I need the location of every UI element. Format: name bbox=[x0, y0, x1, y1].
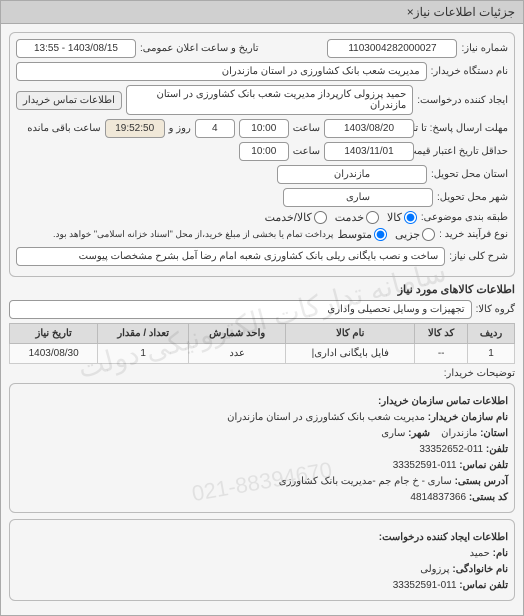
main-fieldset: شماره نیاز: 1103004282000027 تاریخ و ساع… bbox=[9, 32, 515, 277]
cell-date: 1403/08/30 bbox=[10, 344, 98, 364]
category-radio-group: کالا خدمت کالا/خدمت bbox=[265, 211, 417, 224]
public-datetime-field: 1403/08/15 - 13:55 bbox=[16, 39, 136, 58]
requester-field: حمید پرزولی کارپرداز مدیریت شعب بانک کشا… bbox=[126, 85, 413, 115]
desc-field: ساخت و نصب بایگانی ریلی بانک کشاورزی شعب… bbox=[16, 247, 445, 266]
contact-city: ساری bbox=[381, 428, 405, 439]
radio-khedmat-label: خدمت bbox=[335, 211, 364, 224]
cell-idx: 1 bbox=[468, 344, 515, 364]
delivery-city-label: شهر محل تحویل: bbox=[437, 192, 508, 203]
table-header-row: ردیف کد کالا نام کالا واحد شمارش تعداد /… bbox=[10, 324, 515, 344]
contact-title: اطلاعات تماس سازمان خریدار: bbox=[378, 396, 508, 407]
requester-name: حمید bbox=[470, 548, 490, 559]
delivery-province-label: استان محل تحویل: bbox=[431, 169, 508, 180]
contact-province: مازندران bbox=[441, 428, 477, 439]
requester-family-label: نام خانوادگی: bbox=[452, 564, 508, 575]
goods-table: ردیف کد کالا نام کالا واحد شمارش تعداد /… bbox=[9, 323, 515, 364]
goods-section-title: اطلاعات کالاهای مورد نیاز bbox=[9, 283, 515, 296]
need-number-field: 1103004282000027 bbox=[327, 39, 457, 58]
days-field: 4 bbox=[195, 119, 235, 138]
validity-label: حداقل تاریخ اعتبار قیمت: تا تاریخ: bbox=[418, 146, 508, 157]
buy-process-radio-group: جزیی متوسط bbox=[337, 228, 435, 241]
radio-khedmat[interactable]: خدمت bbox=[335, 211, 379, 224]
delivery-city-field: ساری bbox=[283, 188, 433, 207]
window: جزئیات اطلاعات نیاز × سامانه تدارکات الک… bbox=[0, 0, 524, 616]
validity-date-field: 1403/11/01 bbox=[324, 142, 414, 161]
need-number-label: شماره نیاز: bbox=[461, 43, 508, 54]
cell-code: -- bbox=[415, 344, 468, 364]
radio-khedmat-input[interactable] bbox=[366, 211, 379, 224]
cell-qty: 1 bbox=[98, 344, 189, 364]
notes-label: توضیحات خریدار: bbox=[444, 368, 515, 379]
contact-fieldset: اطلاعات تماس سازمان خریدار: نام سازمان خ… bbox=[9, 383, 515, 513]
requester-phone-label: تلفن نماس: bbox=[459, 580, 508, 591]
contact-postal: 4814837366 bbox=[410, 492, 466, 503]
delivery-province-field: مازندران bbox=[277, 165, 427, 184]
deadline-label: مهلت ارسال پاسخ: تا تاریخ: bbox=[418, 123, 508, 134]
col-date: تاریخ نیاز bbox=[10, 324, 98, 344]
radio-both-label: کالا/خدمت bbox=[265, 211, 312, 224]
radio-both[interactable]: کالا/خدمت bbox=[265, 211, 327, 224]
payment-note: پرداخت تمام یا بخشی از مبلغ خرید،از محل … bbox=[16, 229, 333, 240]
contact-address-label: آدرس بستی: bbox=[455, 476, 508, 487]
requester-name-label: نام: bbox=[493, 548, 508, 559]
col-unit: واحد شمارش bbox=[189, 324, 286, 344]
radio-kala-label: کالا bbox=[387, 211, 402, 224]
radio-motevaset-input[interactable] bbox=[374, 228, 387, 241]
col-qty: تعداد / مقدار bbox=[98, 324, 189, 344]
contact-address: ساری - خ جام جم -مدیریت بانک کشاورزی bbox=[279, 476, 452, 487]
category-label: طبقه بندی موضوعی: bbox=[421, 212, 508, 223]
col-code: کد کالا bbox=[415, 324, 468, 344]
contact-org-label: نام سازمان خریدار: bbox=[428, 412, 508, 423]
cell-name: فایل بایگانی اداری| bbox=[286, 344, 415, 364]
titlebar: جزئیات اطلاعات نیاز × bbox=[1, 1, 523, 24]
contact-info: اطلاعات تماس سازمان خریدار: نام سازمان خ… bbox=[16, 394, 508, 506]
col-name: نام کالا bbox=[286, 324, 415, 344]
radio-motevaset[interactable]: متوسط bbox=[337, 228, 387, 241]
radio-jozi-label: جزیی bbox=[395, 228, 420, 241]
buyer-org-label: نام دستگاه خریدار: bbox=[431, 66, 508, 77]
day-and-label: روز و bbox=[169, 123, 191, 134]
contact-city-label: شهر: bbox=[408, 428, 430, 439]
requester-phone: 011-33352591 bbox=[393, 580, 457, 591]
deadline-time-field: 10:00 bbox=[239, 119, 289, 138]
validity-time-field: 10:00 bbox=[239, 142, 289, 161]
buyer-org-field: مدیریت شعب بانک کشاورزی در استان مازندرا… bbox=[16, 62, 427, 81]
public-datetime-label: تاریخ و ساعت اعلان عمومی: bbox=[140, 43, 259, 54]
contact-org: مدیریت شعب بانک کشاورزی در استان مازندرا… bbox=[227, 412, 425, 423]
remaining-time-field: 19:52:50 bbox=[105, 119, 165, 138]
radio-jozi-input[interactable] bbox=[422, 228, 435, 241]
desc-label: شرح کلی نیاز: bbox=[449, 251, 508, 262]
requester-contact-fieldset: اطلاعات ایجاد کننده درخواست: نام: حمید ن… bbox=[9, 519, 515, 601]
requester-contact-info: اطلاعات ایجاد کننده درخواست: نام: حمید ن… bbox=[16, 530, 508, 594]
window-title: جزئیات اطلاعات نیاز bbox=[414, 5, 515, 19]
close-icon[interactable]: × bbox=[407, 5, 414, 19]
col-idx: ردیف bbox=[468, 324, 515, 344]
requester-family: پرزولی bbox=[420, 564, 449, 575]
buyer-contact-button[interactable]: اطلاعات تماس خریدار bbox=[16, 91, 122, 110]
content: سامانه تدارکات الکترونیکی دولت 021-88394… bbox=[1, 24, 523, 615]
table-row: 1 -- فایل بایگانی اداری| عدد 1 1403/08/3… bbox=[10, 344, 515, 364]
goods-group-label: گروه کالا: bbox=[476, 304, 515, 315]
cell-unit: عدد bbox=[189, 344, 286, 364]
buy-process-label: نوع فرآیند خرید : bbox=[439, 229, 508, 240]
contact-province-label: استان: bbox=[480, 428, 508, 439]
radio-motevaset-label: متوسط bbox=[337, 228, 372, 241]
contact-phone-label: تلفن: bbox=[486, 444, 508, 455]
contact-fax: 011-33352591 bbox=[393, 460, 457, 471]
radio-jozi[interactable]: جزیی bbox=[395, 228, 435, 241]
radio-kala[interactable]: کالا bbox=[387, 211, 417, 224]
remaining-label: ساعت باقی مانده bbox=[27, 123, 100, 134]
requester-label: ایجاد کننده درخواست: bbox=[417, 95, 508, 106]
deadline-time-label: ساعت bbox=[293, 123, 320, 134]
radio-both-input[interactable] bbox=[314, 211, 327, 224]
contact-fax-label: تلفن نماس: bbox=[459, 460, 508, 471]
contact-postal-label: کد بستی: bbox=[469, 492, 508, 503]
contact-phone: 011-33352652 bbox=[419, 444, 483, 455]
deadline-date-field: 1403/08/20 bbox=[324, 119, 414, 138]
requester-contact-title: اطلاعات ایجاد کننده درخواست: bbox=[379, 532, 508, 543]
validity-time-label: ساعت bbox=[293, 146, 320, 157]
goods-group-field: تجهیزات و وسایل تحصیلی واداری bbox=[9, 300, 472, 319]
radio-kala-input[interactable] bbox=[404, 211, 417, 224]
